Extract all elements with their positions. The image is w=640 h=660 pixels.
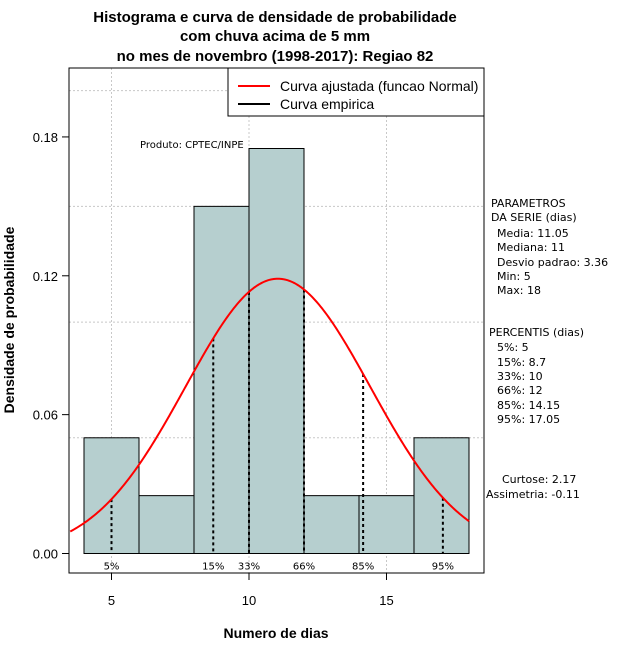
param-min: Min: 5 (497, 270, 531, 283)
x-axis-label: Numero de dias (223, 625, 328, 641)
percentile-label-5: 95% (432, 562, 454, 573)
y-tick-label-3: 0.18 (33, 130, 58, 145)
percentil-85: 85%: 14.15 (497, 399, 560, 412)
x-tick-label-2: 15 (379, 593, 393, 608)
histogram-bar-0 (83, 437, 140, 554)
param-media: Media: 11.05 (497, 227, 569, 240)
histogram-bars (83, 148, 470, 554)
y-axis: 0.00 0.06 0.12 0.18 (33, 130, 69, 562)
percentile-label-4: 85% (352, 562, 374, 573)
percentile-markers: 5% 15% 33% 66% 85% 95% (104, 289, 454, 573)
param-mediana: Mediana: 11 (497, 241, 565, 254)
percentil-5: 5%: 5 (497, 341, 529, 354)
histogram-bar-3 (248, 148, 305, 554)
y-tick-label-1: 0.06 (33, 408, 58, 423)
y-axis-label: Densidade de probabilidade (1, 226, 17, 413)
legend-label-fit: Curva ajustada (funcao Normal) (280, 78, 478, 94)
legend-box (227, 67, 485, 117)
legend-label-empirical: Curva empirica (280, 96, 374, 112)
percentile-label-2: 33% (238, 562, 260, 573)
parametros-heading-2: DA SERIE (dias) (491, 211, 577, 224)
percentil-33: 33%: 10 (497, 370, 543, 383)
title-line-2: com chuva acima de 5 mm (180, 28, 370, 45)
product-label: Produto: CPTEC/INPE (140, 140, 244, 151)
percentile-label-3: 66% (293, 562, 315, 573)
legend: Curva ajustada (funcao Normal) Curva emp… (227, 67, 485, 117)
x-axis: 5 10 15 (108, 573, 394, 608)
title-line-3: no mes de novembro (1998-2017): Regiao 8… (117, 48, 434, 65)
y-tick-label-2: 0.12 (33, 269, 58, 284)
histogram-bar-5 (358, 495, 415, 554)
param-max: Max: 18 (497, 284, 541, 297)
parametros-heading-1: PARAMETROS (491, 197, 566, 210)
assimetria: Assimetria: -0.11 (486, 488, 580, 501)
chart-title: Histograma e curva de densidade de proba… (93, 9, 456, 65)
percentil-66: 66%: 12 (497, 384, 543, 397)
normal-fit-curve (69, 277, 470, 533)
percentile-label-1: 15% (202, 562, 224, 573)
percentile-label-0: 5% (104, 562, 120, 573)
series-parameters: PARAMETROS DA SERIE (dias) Media: 11.05 … (491, 197, 608, 297)
param-desvio: Desvio padrao: 3.36 (497, 256, 608, 269)
histogram-bar-4 (303, 495, 360, 554)
y-tick-label-0: 0.00 (33, 547, 58, 562)
x-tick-label-0: 5 (108, 593, 115, 608)
title-line-1: Histograma e curva de densidade de proba… (93, 9, 456, 26)
percentil-15: 15%: 8.7 (497, 356, 546, 369)
percentis-heading: PERCENTIS (dias) (489, 326, 584, 339)
percentil-95: 95%: 17.05 (497, 413, 560, 426)
x-tick-label-1: 10 (242, 593, 256, 608)
histogram-bar-2 (193, 205, 250, 554)
histogram-bar-1 (138, 495, 195, 554)
curtose: Curtose: 2.17 (502, 473, 576, 486)
shape-statistics: Curtose: 2.17 Assimetria: -0.11 (486, 473, 580, 501)
percentiles-list: PERCENTIS (dias) 5%: 5 15%: 8.7 33%: 10 … (489, 326, 584, 426)
